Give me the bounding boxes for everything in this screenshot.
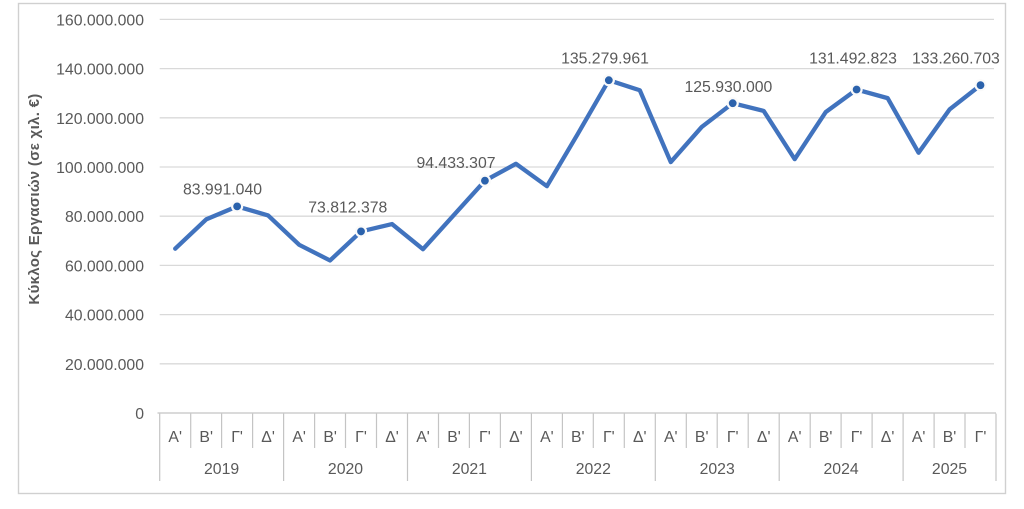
svg-text:Α': Α' [292,429,306,446]
svg-text:Α': Α' [664,429,678,446]
svg-text:Δ': Δ' [633,429,647,446]
svg-text:100.000.000: 100.000.000 [56,160,144,177]
svg-text:Α': Α' [788,429,802,446]
svg-text:133.260.703: 133.260.703 [912,51,1000,68]
svg-text:Δ': Δ' [261,429,275,446]
svg-text:60.000.000: 60.000.000 [65,258,144,275]
svg-text:2022: 2022 [576,461,611,478]
svg-text:2025: 2025 [932,461,967,478]
svg-text:Κύκλος Εργασιών (σε χιλ. €): Κύκλος Εργασιών (σε χιλ. €) [26,93,43,304]
svg-text:Δ': Δ' [757,429,771,446]
svg-text:131.492.823: 131.492.823 [809,51,897,68]
svg-text:Β': Β' [323,429,337,446]
svg-text:120.000.000: 120.000.000 [56,111,144,128]
svg-text:40.000.000: 40.000.000 [65,308,144,325]
svg-text:Γ': Γ' [355,429,367,446]
svg-text:125.930.000: 125.930.000 [684,79,772,96]
svg-text:Γ': Γ' [603,429,615,446]
svg-text:Γ': Γ' [851,429,863,446]
svg-text:0: 0 [135,406,144,423]
svg-text:94.433.307: 94.433.307 [416,155,495,172]
svg-text:Α': Α' [168,429,182,446]
svg-text:Γ': Γ' [231,429,243,446]
svg-text:140.000.000: 140.000.000 [56,62,144,79]
svg-text:Α': Α' [912,429,926,446]
svg-text:Α': Α' [416,429,430,446]
svg-text:2023: 2023 [700,461,735,478]
svg-text:160.000.000: 160.000.000 [56,12,144,29]
svg-text:2019: 2019 [204,461,239,478]
svg-text:135.279.961: 135.279.961 [561,51,649,68]
svg-text:Β': Β' [819,429,833,446]
svg-text:Δ': Δ' [509,429,523,446]
svg-text:83.991.040: 83.991.040 [183,181,262,198]
svg-text:Γ': Γ' [727,429,739,446]
svg-text:Β': Β' [199,429,213,446]
svg-text:Γ': Γ' [479,429,491,446]
svg-text:Β': Β' [695,429,709,446]
svg-text:80.000.000: 80.000.000 [65,209,144,226]
svg-text:73.812.378: 73.812.378 [308,199,387,216]
svg-text:2020: 2020 [328,461,363,478]
svg-text:Δ': Δ' [385,429,399,446]
svg-text:2021: 2021 [452,461,487,478]
svg-text:Γ': Γ' [975,429,987,446]
svg-text:20.000.000: 20.000.000 [65,357,144,374]
svg-text:Α': Α' [540,429,554,446]
svg-text:Δ': Δ' [881,429,895,446]
svg-text:Β': Β' [943,429,957,446]
svg-text:2024: 2024 [824,461,859,478]
svg-text:Β': Β' [447,429,461,446]
svg-text:Β': Β' [571,429,585,446]
